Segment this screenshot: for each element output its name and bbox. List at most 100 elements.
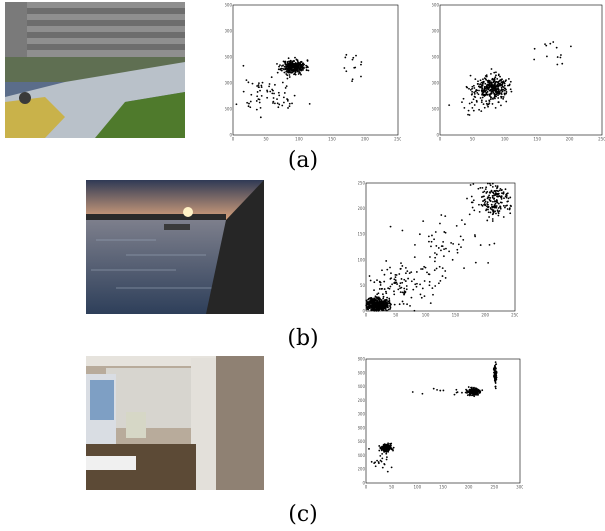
plot-c-point xyxy=(386,456,388,459)
plot-b-axes-frame xyxy=(365,182,516,312)
plot-c-point xyxy=(474,392,477,395)
plot-a1-point xyxy=(258,101,261,104)
plot-a1-point xyxy=(269,90,272,93)
plot-a1-point xyxy=(285,85,288,88)
plot-a2-xtick-label: 200 xyxy=(566,137,574,142)
plot-a2-point xyxy=(485,89,488,91)
plot-a1-point xyxy=(266,89,268,92)
plot-b-point xyxy=(389,225,392,228)
plot-a2-point xyxy=(549,42,552,45)
plot-c-point xyxy=(381,457,384,460)
plot-c-point xyxy=(385,452,388,455)
plot-a2-point xyxy=(491,86,494,89)
plot-c-point xyxy=(474,389,477,392)
plot-b-point xyxy=(389,277,392,280)
plot-a2-point xyxy=(480,101,483,104)
plot-a1-point xyxy=(287,107,289,109)
plot-a1-point xyxy=(351,78,354,81)
plot-a2-point xyxy=(500,96,503,99)
plot-c-point xyxy=(495,371,498,373)
plot-b-point xyxy=(389,302,391,305)
plot-b-point xyxy=(489,207,492,210)
plot-a1-point xyxy=(242,64,245,67)
plot-a1-point xyxy=(283,65,286,68)
scatter-plot-a1: 05010015020025005001000150020002500 xyxy=(225,2,401,142)
plot-a1-point xyxy=(282,96,285,99)
plot-c-point xyxy=(392,446,395,449)
plot-b-point xyxy=(510,205,512,208)
plot-a1-point xyxy=(286,98,288,100)
plot-a2-point xyxy=(496,77,499,80)
plot-a1-point xyxy=(284,87,287,89)
plot-a2-axes-frame xyxy=(439,4,603,136)
plot-a2-point xyxy=(497,94,499,97)
plot-a1-point xyxy=(294,56,296,59)
plot-a2-point xyxy=(483,106,486,109)
plot-b-point xyxy=(378,299,381,302)
plot-a1-point xyxy=(261,81,264,84)
plot-b-point xyxy=(460,246,462,249)
plot-a2-point xyxy=(498,91,500,94)
plot-a1-point xyxy=(294,61,297,64)
plot-a2-point xyxy=(533,47,536,50)
plot-b-point xyxy=(434,231,437,233)
plot-a1-point xyxy=(281,104,284,107)
plot-a2-point xyxy=(479,83,481,86)
plot-a1-point xyxy=(360,61,363,63)
plot-a2-point xyxy=(470,101,473,104)
plot-b-point xyxy=(377,303,380,306)
plot-a1-ytick-label: 1500 xyxy=(225,55,232,60)
plot-b-point xyxy=(367,306,370,308)
plot-b-point xyxy=(388,297,391,300)
plot-b-point xyxy=(419,283,421,286)
plot-a1-xtick-label: 0 xyxy=(232,137,235,142)
plot-c-ytick-label: 1600 xyxy=(358,370,365,375)
plot-a1-point xyxy=(286,77,289,80)
plot-a2-point xyxy=(472,84,475,87)
plot-b-point xyxy=(393,293,396,296)
plot-a1-point xyxy=(246,101,249,104)
plot-a1-point xyxy=(285,73,288,75)
plot-c-point xyxy=(379,454,382,457)
plot-a2-point xyxy=(468,114,471,116)
plot-b-point xyxy=(488,182,491,185)
plot-b-point xyxy=(452,242,455,245)
plot-b-point xyxy=(370,298,373,301)
plot-c-point xyxy=(493,375,496,378)
plot-b-point xyxy=(386,268,389,271)
plot-b-point xyxy=(378,280,381,283)
plot-b-point xyxy=(428,284,431,287)
plot-b-point xyxy=(381,309,383,312)
plot-b-point xyxy=(450,242,453,244)
plot-b-point xyxy=(497,195,499,198)
plot-c-point xyxy=(477,389,480,392)
plot-a1-point xyxy=(259,106,262,109)
plot-b-point xyxy=(491,218,494,220)
plot-a2-xtick-label: 0 xyxy=(439,137,442,142)
plot-a2-point xyxy=(503,81,506,84)
plot-a2-point xyxy=(485,100,488,102)
plot-c-point xyxy=(388,448,390,451)
plot-a1-point xyxy=(257,84,260,86)
plot-b-point xyxy=(398,303,401,306)
plot-b-point xyxy=(497,210,499,213)
plot-a2-point xyxy=(500,83,503,86)
plot-b-xtick-label: 200 xyxy=(481,313,489,318)
plot-c-point xyxy=(442,389,445,392)
plot-a2-point xyxy=(480,99,483,102)
plot-a1-point xyxy=(351,80,353,83)
plot-a2-point xyxy=(500,86,503,89)
plot-a2-point xyxy=(497,74,500,77)
plot-a2-point xyxy=(533,58,536,61)
plot-b-point xyxy=(406,303,408,306)
plot-a1-xtick-label: 250 xyxy=(394,137,401,142)
plot-a2-point xyxy=(503,93,506,96)
plot-b-point xyxy=(402,302,405,305)
plot-b-point xyxy=(370,305,373,308)
plot-b-point xyxy=(400,286,403,289)
plot-a2-point xyxy=(483,87,486,90)
plot-a2-point xyxy=(494,106,497,109)
plot-b-point xyxy=(422,220,425,223)
plot-b-point xyxy=(386,296,389,299)
plot-b-point xyxy=(495,206,498,209)
